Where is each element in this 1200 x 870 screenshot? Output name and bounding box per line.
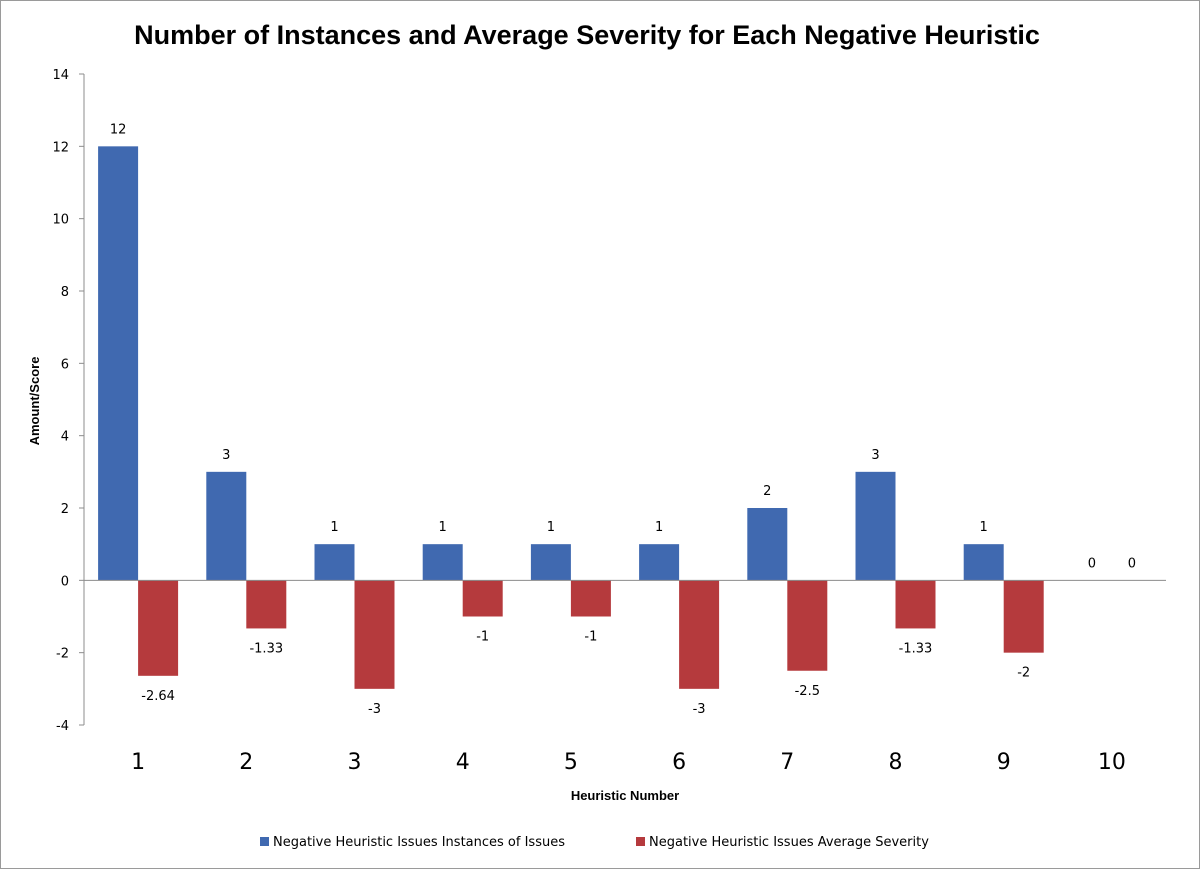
y-tick-label: -4 xyxy=(56,719,69,734)
x-tick-label: 8 xyxy=(889,750,903,775)
instances-bar xyxy=(747,508,788,581)
legend-label-instances: Negative Heuristic Issues Instances of I… xyxy=(273,835,565,850)
instances-bar xyxy=(639,544,680,581)
y-axis-label: Amount/Score xyxy=(27,357,42,446)
severity-bar xyxy=(138,580,179,676)
severity-data-label: -1 xyxy=(584,630,597,645)
severity-data-label: -1.33 xyxy=(249,641,283,656)
y-tick-label: 10 xyxy=(52,213,69,228)
instances-bar xyxy=(98,146,139,581)
instances-data-label: 1 xyxy=(980,520,988,535)
y-tick-label: 12 xyxy=(52,140,69,155)
x-tick-label: 3 xyxy=(348,750,362,775)
y-tick-label: 0 xyxy=(61,574,69,589)
legend: Negative Heuristic Issues Instances of I… xyxy=(260,835,929,850)
x-tick-label: 5 xyxy=(564,750,578,775)
x-tick-label: 1 xyxy=(131,750,145,775)
x-tick-label: 9 xyxy=(997,750,1011,775)
x-tick-label: 6 xyxy=(672,750,686,775)
instances-bar xyxy=(855,471,896,581)
severity-data-label: -2.64 xyxy=(141,689,175,704)
instances-data-label: 1 xyxy=(439,520,447,535)
instances-data-label: 1 xyxy=(547,520,555,535)
instances-data-label: 0 xyxy=(1088,556,1096,571)
instances-data-label: 3 xyxy=(222,448,230,463)
instances-data-label: 2 xyxy=(763,484,771,499)
legend-label-severity: Negative Heuristic Issues Average Severi… xyxy=(649,835,929,850)
y-tick-label: 4 xyxy=(61,430,69,445)
x-tick-label: 2 xyxy=(239,750,253,775)
y-tick-label: -2 xyxy=(56,647,69,662)
instances-bar xyxy=(422,544,463,581)
instances-bar xyxy=(206,471,247,581)
y-tick-label: 6 xyxy=(61,357,69,372)
x-tick-label: 10 xyxy=(1098,750,1126,775)
severity-data-label: -3 xyxy=(368,702,381,717)
severity-data-label: -2.5 xyxy=(795,684,820,699)
plot-area: -4-20246810121412-2.6413-1.3321-331-141-… xyxy=(52,68,1166,775)
severity-bar xyxy=(895,580,936,629)
x-tick-label: 4 xyxy=(456,750,470,775)
instances-data-label: 1 xyxy=(330,520,338,535)
legend-swatch-severity xyxy=(636,837,645,846)
severity-bar xyxy=(570,580,611,617)
y-tick-label: 14 xyxy=(52,68,69,83)
severity-bar xyxy=(1003,580,1044,653)
severity-data-label: -1 xyxy=(476,630,489,645)
x-tick-label: 7 xyxy=(780,750,794,775)
severity-bar xyxy=(462,580,503,617)
instances-bar xyxy=(314,544,355,581)
severity-data-label: 0 xyxy=(1128,556,1136,571)
severity-data-label: -3 xyxy=(693,702,706,717)
instances-data-label: 12 xyxy=(110,122,127,137)
instances-bar xyxy=(963,544,1004,581)
chart-title: Number of Instances and Average Severity… xyxy=(134,20,1040,50)
instances-data-label: 1 xyxy=(655,520,663,535)
severity-bar xyxy=(246,580,287,629)
y-tick-label: 8 xyxy=(61,285,69,300)
y-tick-label: 2 xyxy=(61,502,69,517)
instances-data-label: 3 xyxy=(871,448,879,463)
severity-bar xyxy=(354,580,395,689)
instances-bar xyxy=(530,544,571,581)
severity-bar xyxy=(679,580,720,689)
legend-swatch-instances xyxy=(260,837,269,846)
severity-bar xyxy=(787,580,828,671)
severity-data-label: -2 xyxy=(1017,666,1030,681)
severity-data-label: -1.33 xyxy=(899,641,933,656)
x-axis-label: Heuristic Number xyxy=(571,788,679,803)
